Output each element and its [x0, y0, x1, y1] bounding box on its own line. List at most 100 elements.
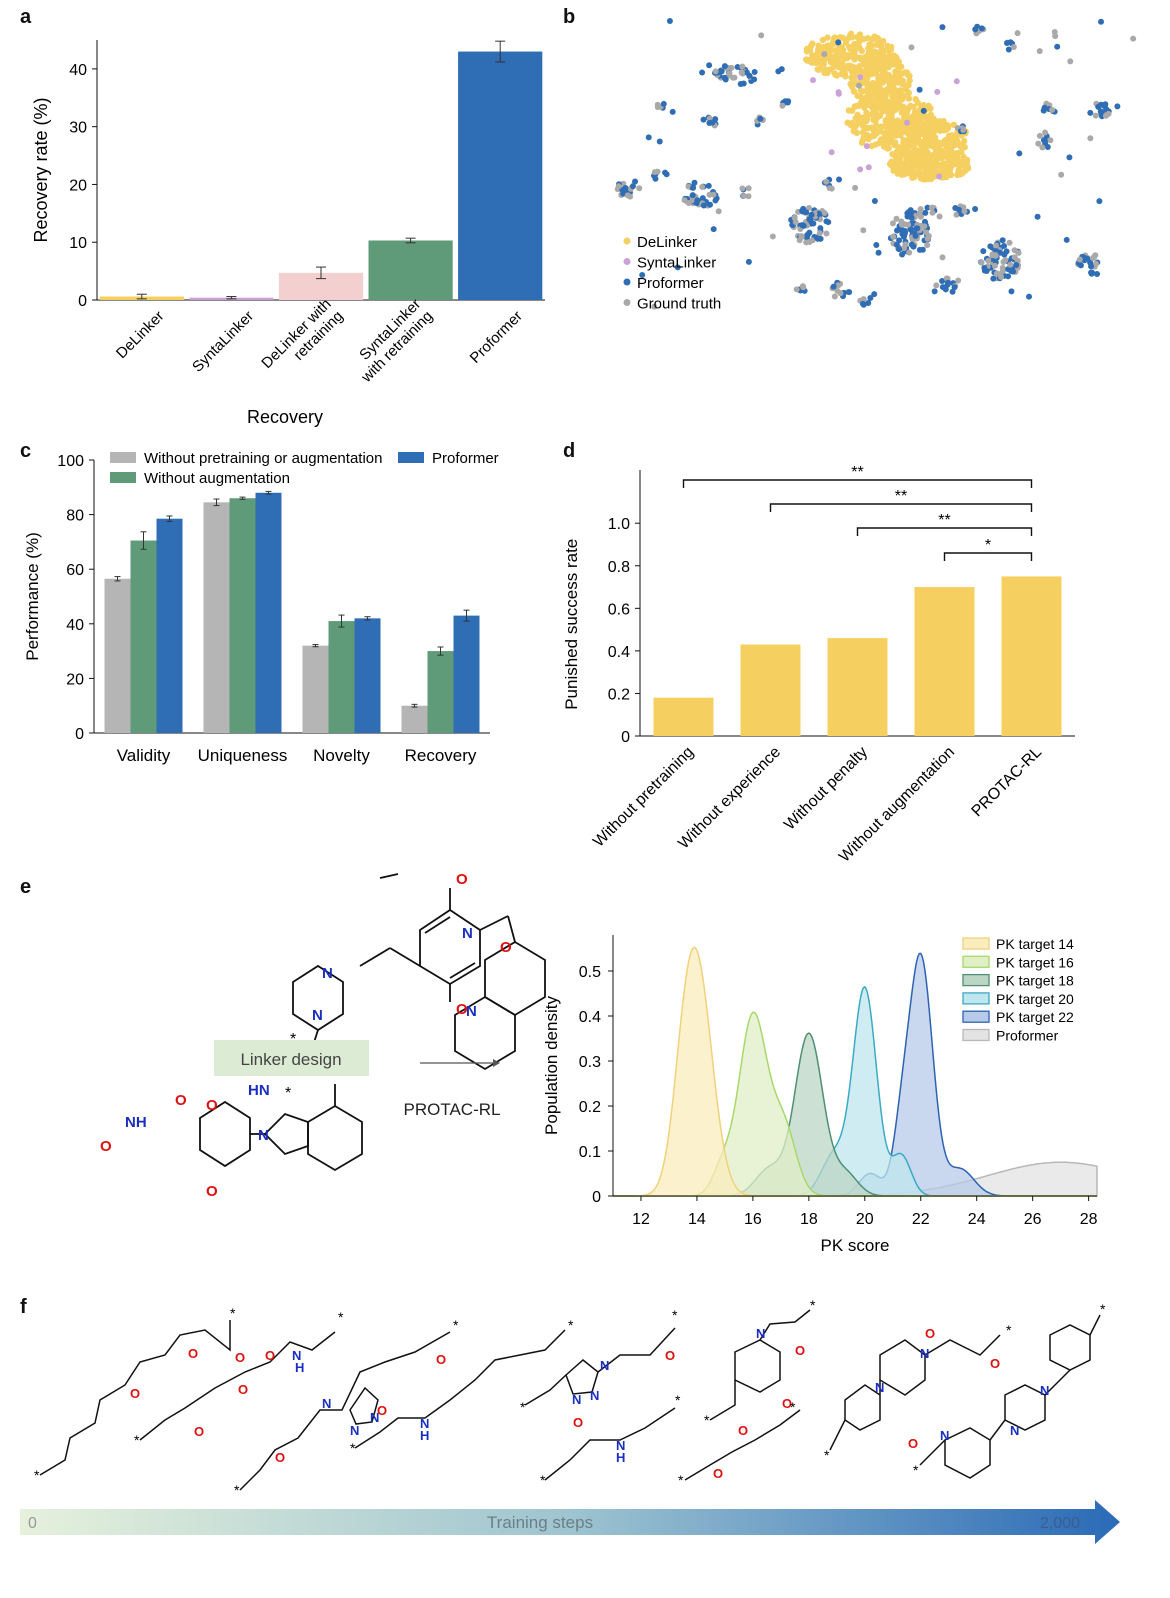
b-point-432	[879, 72, 887, 80]
b-point-1530	[707, 201, 714, 208]
c-bar-1-0	[203, 502, 230, 733]
b-point-1529	[685, 200, 692, 207]
e-ytick-label-0: 0	[592, 1189, 601, 1206]
b-legend-label-0: DeLinker	[637, 234, 697, 251]
atom-n-4: N	[466, 1003, 477, 1020]
b-point-815	[910, 127, 917, 134]
b-point-378	[865, 55, 873, 62]
b-point-1630	[656, 138, 663, 145]
f-star-4: *	[338, 1309, 344, 1325]
training-steps-arrow: 0 Training steps 2,000	[20, 1500, 1120, 1544]
d-bar-4	[1001, 576, 1062, 736]
b-point-1551	[1036, 132, 1043, 139]
b-point-1407	[992, 242, 999, 249]
b-point-1642	[972, 205, 979, 212]
b-point-1167	[615, 183, 622, 190]
c-bar-0-1	[130, 540, 157, 733]
b-point-1546	[740, 192, 747, 199]
b-point-846	[933, 124, 941, 131]
b-point-1107	[934, 88, 941, 95]
e-legend-label-4: PK target 22	[996, 1009, 1074, 1025]
d-bar-2	[827, 638, 888, 736]
b-point-640	[871, 132, 878, 139]
chart-e-density: 12 14 16 18 20 22 24 26 28 0 0.1 0.2 0.3 0.4 0.5 PK sco…	[542, 935, 1098, 1255]
b-point-658	[873, 114, 881, 121]
b-point-1213	[1097, 108, 1104, 115]
d-xtick-group-4: PROTAC-RL	[969, 744, 1046, 821]
b-point-1472	[949, 288, 956, 295]
f-h-3: H	[616, 1450, 625, 1465]
b-point-194	[824, 42, 832, 49]
b-point-1453	[1088, 263, 1095, 270]
c-xtick-label-2: Novelty	[313, 746, 370, 765]
linker-design-label: Linker design	[240, 1050, 341, 1069]
d-xtick-label-2: Without penalty	[781, 744, 871, 834]
e-xtick-label-5: 22	[912, 1211, 930, 1228]
b-point-1353	[919, 246, 926, 253]
b-point-1366	[1006, 239, 1013, 246]
b-point-390	[858, 55, 866, 62]
e-xtick-label-3: 18	[800, 1211, 818, 1228]
e-ylabel: Population density	[542, 996, 561, 1135]
b-point-1113	[751, 69, 758, 76]
b-point-639	[870, 127, 877, 134]
b-point-1564	[823, 178, 830, 185]
b-point-1358	[901, 229, 908, 236]
f-n-3: N	[350, 1423, 359, 1438]
b-point-430	[896, 75, 903, 83]
b-legend-marker-0	[623, 237, 631, 245]
b-point-1571	[972, 26, 979, 33]
b-legend-marker-1	[623, 258, 631, 265]
f-n-8: N	[572, 1392, 581, 1407]
b-point-622	[896, 99, 903, 107]
b-point-840	[877, 136, 885, 143]
b-point-1098	[953, 158, 960, 165]
b-point-1267	[804, 232, 811, 239]
b-point-1155	[629, 183, 636, 190]
atom-hn-2: HN	[248, 1082, 270, 1099]
b-point-217	[815, 44, 823, 51]
e-ytick-label-5: 0.5	[579, 964, 601, 981]
b-point-1500	[705, 182, 712, 189]
b-point-193	[851, 40, 858, 48]
f-star-15: *	[678, 1472, 684, 1488]
b-point-1559	[1042, 129, 1049, 136]
b-point-1137	[731, 74, 738, 81]
atom-n-5: N	[258, 1127, 269, 1144]
d-ytick-label-0: 0	[621, 729, 630, 746]
b-point-1477	[955, 277, 962, 284]
b-point-133	[839, 59, 846, 67]
b-legend-marker-3	[623, 299, 631, 306]
b-point-423	[875, 72, 882, 80]
b-point-1059	[942, 153, 949, 160]
b-point-1333	[902, 241, 909, 248]
f-star-14: *	[810, 1300, 816, 1313]
b-point-539	[882, 87, 890, 94]
b-point-1640	[875, 249, 882, 256]
b-point-1463	[830, 283, 837, 290]
a-ytick-label-0: 0	[78, 293, 87, 310]
c-bar-0-0	[104, 578, 131, 733]
f-n-5: N	[420, 1416, 429, 1431]
d-sig-label-2: **	[938, 512, 950, 529]
b-point-1542	[662, 169, 669, 176]
f-n-7: N	[590, 1388, 599, 1403]
f-n-4: N	[370, 1410, 379, 1425]
f-star-9: *	[520, 1399, 526, 1415]
e-legend-marker-2	[962, 973, 990, 987]
f-o-7: O	[275, 1450, 285, 1465]
b-point-1592	[669, 108, 676, 115]
a-ytick-label-1: 10	[69, 235, 87, 252]
linker-design-box	[214, 1040, 369, 1076]
b-point-1181	[784, 99, 791, 106]
b-point-1250	[821, 209, 828, 216]
b-point-1259	[813, 234, 820, 241]
b-point-213	[877, 41, 885, 49]
b-point-214	[866, 41, 873, 48]
benzene-ring	[419, 908, 481, 986]
f-star-17: *	[1006, 1322, 1012, 1338]
b-point-1082	[940, 160, 947, 167]
f-o-2: O	[130, 1386, 140, 1401]
b-point-1611	[920, 107, 927, 114]
b-point-1079	[905, 149, 912, 156]
